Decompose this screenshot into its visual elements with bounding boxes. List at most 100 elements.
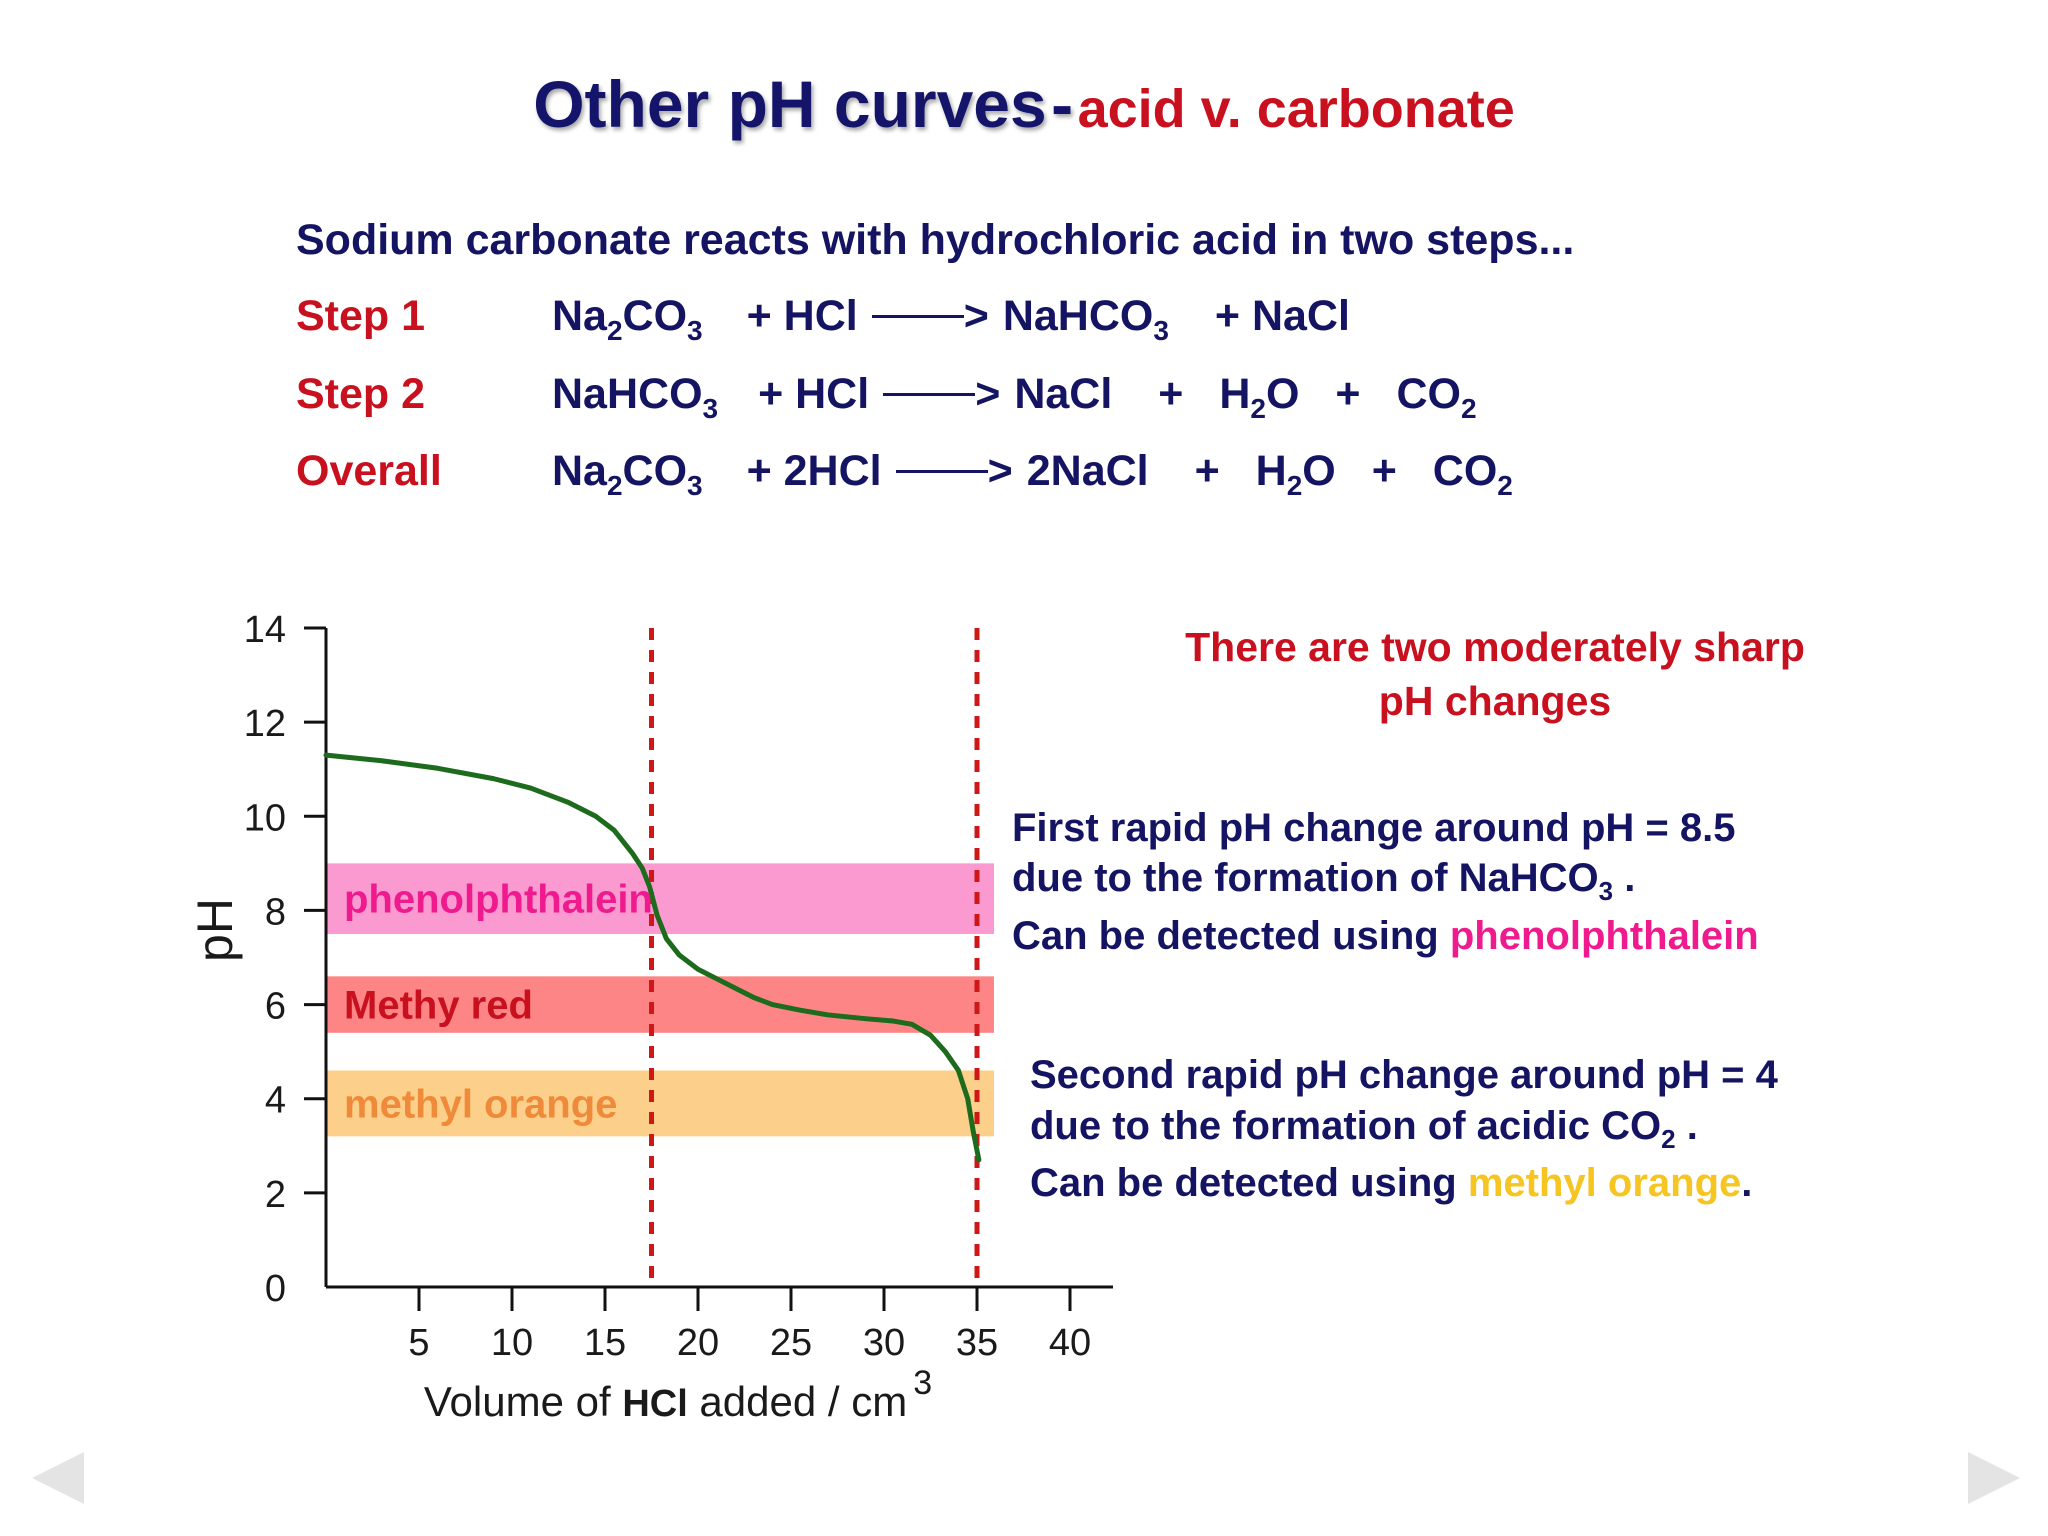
note-text: . bbox=[1741, 1161, 1753, 1205]
eq-term: O bbox=[1265, 370, 1300, 418]
eq-subscript: 2 bbox=[1286, 470, 1303, 501]
second-change-line-2: due to the formation of acidic CO2 . bbox=[1030, 1104, 1698, 1152]
ph-curve-line bbox=[323, 752, 982, 1163]
eq-term: H bbox=[1219, 370, 1251, 418]
arrow-head: > bbox=[963, 292, 989, 340]
tick-labels: 0 2 4 6 8 10 12 14 5 10 15 20 25 30 35 40 bbox=[244, 609, 1091, 1364]
note-text: . bbox=[1675, 1104, 1698, 1148]
y-tick-label: 14 bbox=[244, 609, 286, 651]
intro-text: Sodium carbonate reacts with hydrochlori… bbox=[296, 216, 1575, 264]
eq-term: NaHCO bbox=[1002, 292, 1154, 340]
y-tick-label: 8 bbox=[265, 891, 286, 933]
note-text: Can be detected using bbox=[1030, 1161, 1468, 1205]
eq-term: + HCl bbox=[746, 292, 858, 340]
eq-term: CO bbox=[622, 292, 688, 340]
methyl-orange-band bbox=[326, 1070, 994, 1137]
eq-term: H bbox=[1255, 447, 1287, 495]
arrow-head: > bbox=[987, 447, 1013, 495]
x-axis-label: Volume of HCl added / cm 3 bbox=[424, 1364, 932, 1425]
step-1-equation: Na2CO3 + HCl > NaHCO3 + NaCl bbox=[552, 292, 1350, 345]
step-1-label: Step 1 bbox=[296, 292, 426, 340]
indicator-bands bbox=[326, 863, 994, 1137]
note-text: due to the formation of acidic CO bbox=[1030, 1104, 1662, 1148]
title-main: Other pH curves bbox=[533, 67, 1047, 141]
y-axis-label: pH bbox=[187, 898, 243, 962]
eq-term: + NaCl bbox=[1214, 292, 1350, 340]
eq-subscript: 2 bbox=[1250, 393, 1266, 424]
x-axis-label-prefix: Volume of bbox=[424, 1378, 622, 1425]
title-subtitle: acid v. carbonate bbox=[1077, 79, 1515, 139]
y-tick-label: 0 bbox=[265, 1268, 286, 1310]
eq-term: CO bbox=[1396, 370, 1461, 418]
eq-subscript: 3 bbox=[1153, 315, 1169, 346]
eq-plus: + bbox=[1158, 370, 1184, 418]
x-tick-label: 35 bbox=[956, 1322, 998, 1364]
note-text: due to the formation of NaHCO bbox=[1012, 856, 1599, 900]
reaction-arrow bbox=[871, 315, 964, 318]
eq-subscript: 2 bbox=[1497, 470, 1513, 501]
y-tick-label: 4 bbox=[265, 1080, 286, 1122]
methyl-red-band bbox=[326, 976, 994, 1033]
headline-line-1: There are two moderately sharp bbox=[1185, 624, 1805, 670]
previous-slide-arrow-icon[interactable] bbox=[32, 1452, 84, 1504]
indicator-band-labels: phenolphthalein Methy red methyl orange bbox=[344, 878, 653, 1127]
first-change-line-3: Can be detected using phenolphthalein bbox=[1012, 916, 1759, 956]
ph-curve-series bbox=[323, 752, 982, 1163]
y-tick-label: 6 bbox=[265, 986, 286, 1028]
reaction-arrow bbox=[895, 470, 988, 473]
reaction-arrow bbox=[883, 393, 976, 396]
x-axis-label-superscript: 3 bbox=[913, 1364, 932, 1402]
first-change-line-1: First rapid pH change around pH = 8.5 bbox=[1012, 806, 1736, 850]
next-slide-arrow-icon[interactable] bbox=[1968, 1452, 2020, 1504]
x-tick-label: 20 bbox=[677, 1322, 719, 1364]
x-axis-label-suffix: added / cm bbox=[688, 1378, 907, 1425]
chart-axes bbox=[304, 626, 1113, 1311]
eq-term: Na bbox=[552, 447, 607, 495]
step-2-label: Step 2 bbox=[296, 370, 426, 418]
methyl-orange-highlight: methyl orange bbox=[1467, 1161, 1742, 1205]
eq-term: NaCl bbox=[1014, 370, 1113, 418]
x-tick-label: 5 bbox=[408, 1322, 429, 1364]
eq-plus: + bbox=[1335, 370, 1361, 418]
x-tick-label: 25 bbox=[770, 1322, 812, 1364]
overall-equation: Na2CO3 + 2HCl >2NaCl + H2O + CO2 bbox=[552, 447, 1513, 500]
eq-term: 2NaCl bbox=[1026, 447, 1149, 495]
note-text: Can be detected using bbox=[1012, 914, 1450, 958]
x-tick-label: 15 bbox=[584, 1322, 626, 1364]
second-change-line-3: Can be detected using methyl orange. bbox=[1030, 1163, 1752, 1203]
methyl-orange-band-label: methyl orange bbox=[344, 1082, 617, 1126]
title-dash: - bbox=[1051, 67, 1074, 141]
note-subscript: 3 bbox=[1598, 876, 1614, 906]
phenolphthalein-highlight: phenolphthalein bbox=[1449, 914, 1759, 958]
x-tick-label: 10 bbox=[491, 1322, 533, 1364]
page-title: Other pH curves - acid v. carbonate bbox=[0, 66, 2048, 142]
eq-plus: + bbox=[1194, 447, 1220, 495]
overall-label: Overall bbox=[296, 447, 442, 495]
second-change-line-1: Second rapid pH change around pH = 4 bbox=[1030, 1053, 1778, 1097]
x-axis-label-hcl: HCl bbox=[622, 1383, 687, 1425]
headline-line-2: pH changes bbox=[1378, 678, 1612, 724]
x-tick-label: 40 bbox=[1049, 1322, 1091, 1364]
x-tick-label: 30 bbox=[863, 1322, 905, 1364]
eq-subscript: 2 bbox=[1460, 393, 1477, 424]
y-tick-label: 2 bbox=[265, 1174, 286, 1216]
note-subscript: 2 bbox=[1661, 1124, 1676, 1154]
first-change-line-2: due to the formation of NaHCO3 . bbox=[1012, 856, 1635, 904]
eq-term: + 2HCl bbox=[746, 447, 882, 495]
eq-term: Na bbox=[552, 292, 607, 340]
eq-plus: + bbox=[1371, 447, 1397, 495]
phenolphthalein-band-label: phenolphthalein bbox=[344, 878, 653, 922]
eq-subscript: 3 bbox=[687, 315, 703, 346]
eq-subscript: 3 bbox=[687, 470, 703, 501]
methyl-red-band-label: Methy red bbox=[344, 984, 533, 1028]
eq-subscript: 3 bbox=[702, 393, 719, 424]
arrow-head: > bbox=[975, 370, 1001, 418]
eq-subscript: 2 bbox=[606, 315, 623, 346]
y-tick-label: 10 bbox=[244, 797, 286, 839]
eq-term: NaHCO bbox=[552, 370, 703, 418]
eq-subscript: 2 bbox=[606, 470, 623, 501]
eq-term: + HCl bbox=[758, 370, 870, 418]
y-tick-label: 12 bbox=[244, 703, 286, 745]
eq-term: O bbox=[1302, 447, 1336, 495]
